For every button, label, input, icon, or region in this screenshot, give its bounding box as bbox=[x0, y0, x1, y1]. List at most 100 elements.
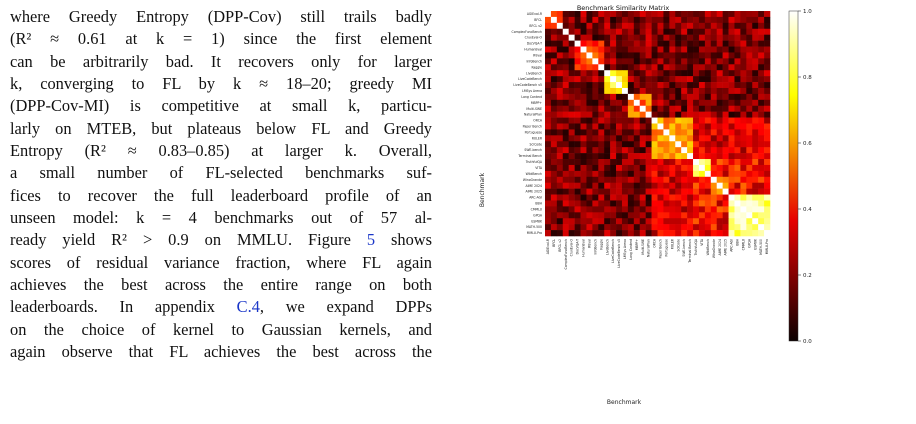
heatmap-cell bbox=[734, 141, 741, 148]
heatmap-cell bbox=[580, 28, 587, 35]
heatmap-cell bbox=[645, 16, 652, 24]
heatmap-cell bbox=[764, 76, 771, 83]
heatmap-cell bbox=[556, 11, 564, 18]
heatmap-cell bbox=[592, 230, 599, 237]
heatmap-cell bbox=[598, 99, 605, 107]
colorbar-ticks: 0.00.20.40.60.81.0 bbox=[798, 9, 812, 345]
heatmap-cell bbox=[734, 76, 741, 83]
heatmap-cell bbox=[545, 28, 552, 35]
heatmap-cell bbox=[663, 22, 670, 30]
heatmap-cell bbox=[604, 218, 611, 225]
heatmap-cell bbox=[734, 230, 741, 237]
heatmap-cell bbox=[545, 82, 552, 89]
heatmap-cell bbox=[687, 70, 694, 77]
heatmap-cell bbox=[740, 11, 747, 18]
heatmap-cell bbox=[698, 129, 706, 136]
heatmap-cell bbox=[592, 99, 599, 107]
heatmap-cell bbox=[764, 135, 771, 142]
heatmap-cell bbox=[693, 28, 700, 35]
text-line: ready yield R² > 0.9 on MMLU. Figure 5 s… bbox=[10, 229, 432, 251]
heatmap-cell bbox=[621, 117, 629, 124]
heatmap-cell bbox=[598, 76, 605, 83]
heatmap-cell bbox=[710, 129, 718, 136]
heatmap-cell bbox=[633, 129, 641, 136]
heatmap-cell bbox=[586, 194, 593, 201]
y-tick-label: GPQA bbox=[533, 213, 543, 217]
heatmap-cell bbox=[598, 34, 605, 41]
heatmap-cell bbox=[562, 87, 569, 95]
heatmap-cell bbox=[758, 194, 765, 201]
heatmap-cell bbox=[616, 40, 623, 47]
heatmap-cell bbox=[651, 129, 658, 136]
heatmap-cell bbox=[568, 206, 575, 213]
heatmap-cell bbox=[728, 16, 735, 24]
appendix-ref-link[interactable]: C.4 bbox=[236, 297, 260, 317]
heatmap-cell bbox=[722, 200, 729, 207]
heatmap-cell bbox=[598, 147, 605, 154]
heatmap-cell bbox=[704, 93, 712, 101]
heatmap-cell bbox=[610, 82, 617, 89]
heatmap-cell bbox=[556, 34, 564, 41]
heatmap-cell bbox=[574, 52, 581, 59]
heatmap-cell bbox=[651, 16, 658, 24]
heatmap-cell bbox=[657, 147, 664, 154]
heatmap-cell bbox=[716, 230, 723, 237]
colorbar-tick-label: 0.4 bbox=[803, 207, 812, 213]
heatmap-cell bbox=[616, 212, 623, 219]
heatmap-cell bbox=[752, 16, 759, 24]
heatmap-cell bbox=[651, 105, 658, 112]
heatmap-cell bbox=[698, 28, 706, 35]
heatmap-cell bbox=[758, 105, 765, 112]
heatmap-cell bbox=[610, 141, 617, 148]
heatmap-cell bbox=[586, 11, 593, 18]
heatmap-cell bbox=[586, 52, 593, 59]
heatmap-cell bbox=[722, 129, 729, 136]
heatmap-cell bbox=[669, 218, 676, 225]
heatmap-cell bbox=[681, 212, 688, 219]
heatmap-cell bbox=[645, 64, 652, 71]
heatmap-cell bbox=[574, 129, 581, 136]
heatmap-cell bbox=[681, 153, 688, 160]
heatmap-cell bbox=[616, 93, 623, 101]
heatmap-cell bbox=[663, 105, 670, 112]
heatmap-cell bbox=[675, 22, 682, 30]
heatmap-cell bbox=[574, 46, 581, 53]
y-tick-label: ORCA bbox=[533, 119, 543, 123]
heatmap-cell bbox=[657, 70, 664, 77]
heatmap-cell bbox=[616, 129, 623, 136]
heatmap-cell bbox=[675, 135, 682, 142]
heatmap-cell bbox=[580, 76, 587, 83]
heatmap-cell bbox=[639, 135, 646, 142]
heatmap-cell bbox=[669, 11, 676, 18]
heatmap-cell bbox=[610, 129, 617, 136]
heatmap-cell bbox=[633, 16, 641, 24]
heatmap-cell bbox=[586, 164, 593, 172]
heatmap-cell bbox=[657, 34, 664, 41]
heatmap-cell bbox=[592, 117, 599, 124]
heatmap-cell bbox=[710, 224, 718, 231]
heatmap-cell bbox=[580, 218, 587, 225]
heatmap-cell bbox=[592, 147, 599, 154]
heatmap-cell bbox=[616, 105, 623, 112]
heatmap-cell bbox=[633, 230, 641, 237]
heatmap-cell bbox=[651, 153, 658, 160]
heatmap-cell bbox=[550, 22, 558, 30]
heatmap-cell bbox=[651, 46, 658, 53]
heatmap-cell bbox=[574, 34, 581, 41]
heatmap-cell bbox=[669, 123, 676, 130]
heatmap-cell bbox=[758, 58, 765, 65]
figure-ref-link[interactable]: 5 bbox=[366, 230, 376, 250]
heatmap-cell bbox=[704, 22, 712, 30]
heatmap-cell bbox=[610, 206, 617, 213]
heatmap-cell bbox=[598, 170, 605, 178]
heatmap-cell bbox=[752, 230, 759, 237]
heatmap-cell bbox=[545, 200, 552, 207]
heatmap-cell bbox=[698, 82, 706, 89]
heatmap-cell bbox=[562, 212, 569, 219]
x-tick-label: CMMLU bbox=[741, 239, 745, 250]
heatmap-cell bbox=[550, 76, 558, 83]
heatmap-cell bbox=[545, 99, 552, 107]
heatmap-cell bbox=[657, 87, 664, 95]
heatmap-cell bbox=[663, 230, 670, 237]
heatmap-cell bbox=[716, 70, 723, 77]
